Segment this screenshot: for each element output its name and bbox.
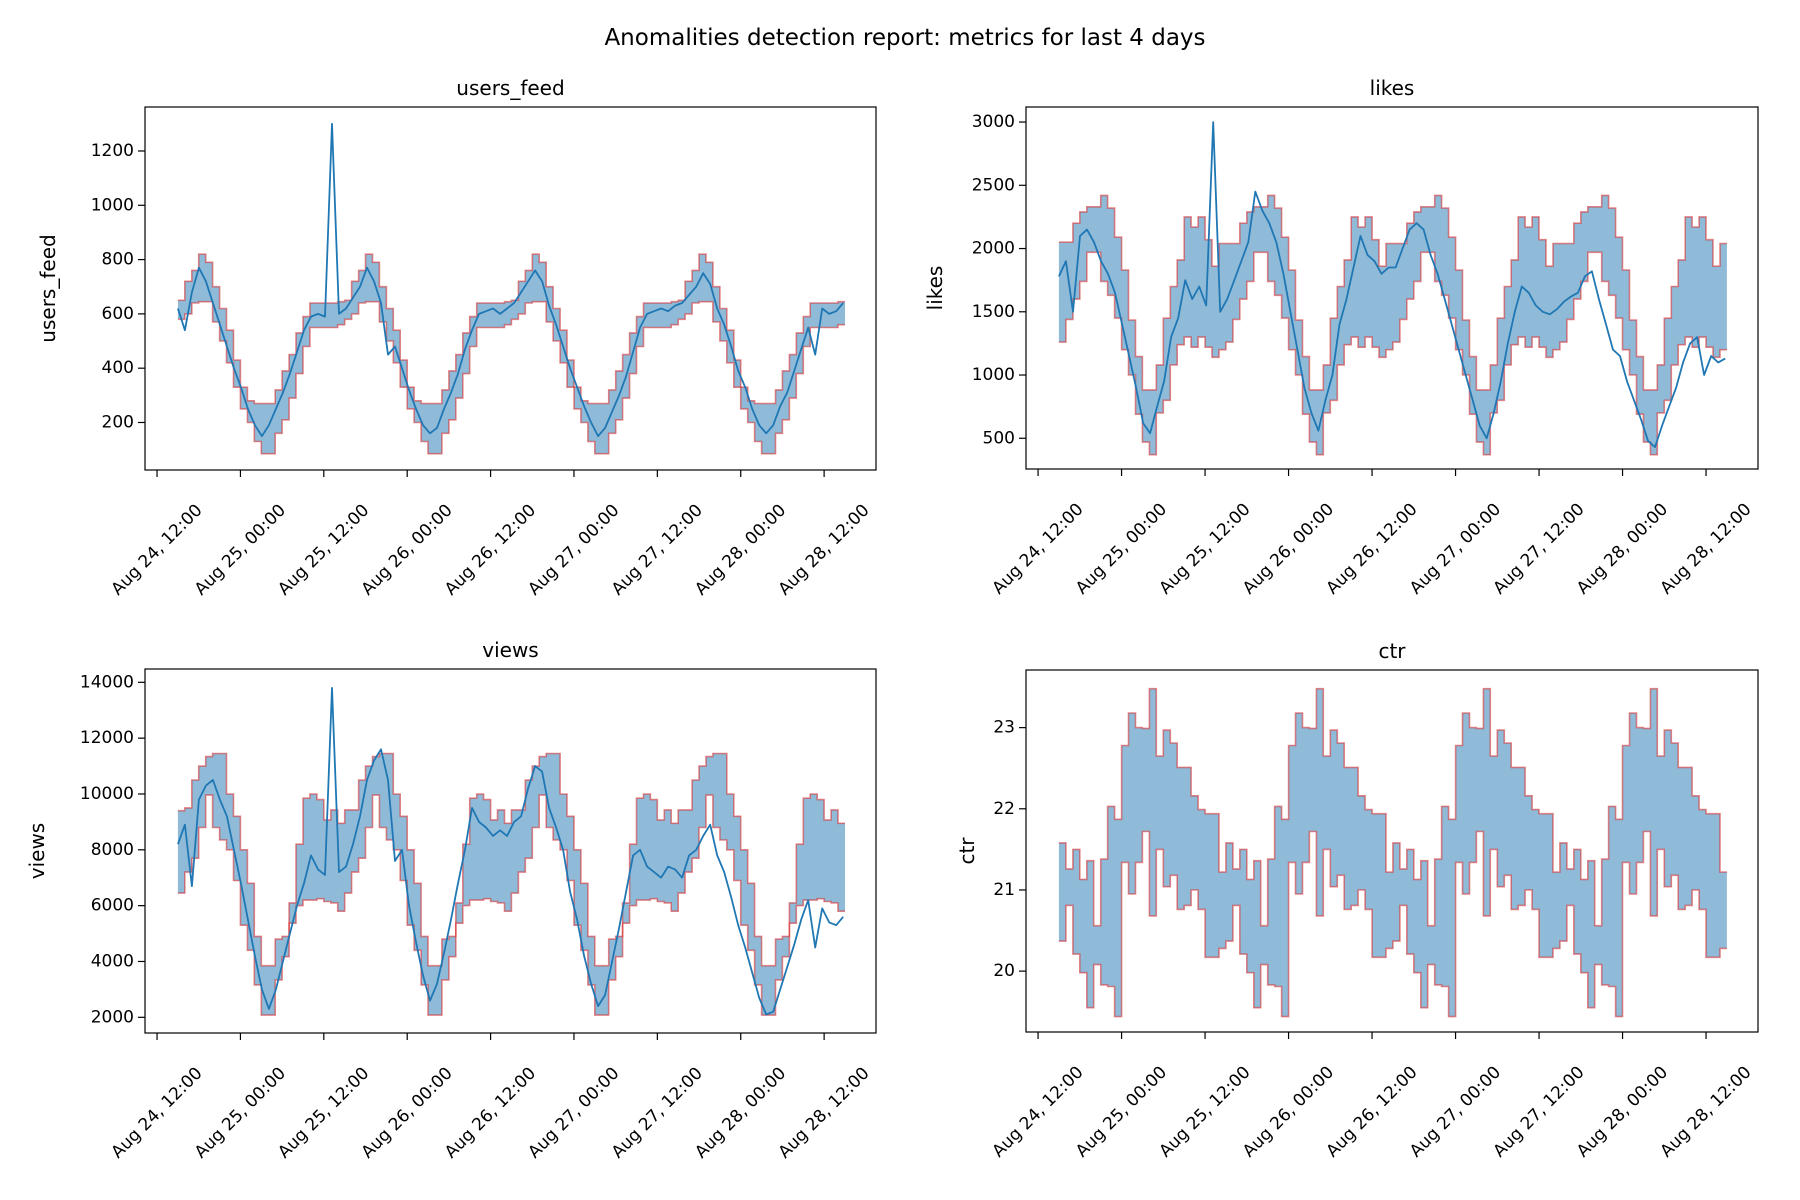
upper-bound-line — [177, 253, 845, 405]
y-tick-label: 6000 — [91, 896, 134, 916]
y-tick-label: 3000 — [972, 112, 1015, 132]
y-tick-label: 1000 — [972, 365, 1015, 385]
y-tick-label: 200 — [102, 412, 134, 432]
y-tick-label: 21 — [993, 880, 1015, 900]
metric-value-line — [1058, 121, 1726, 448]
lower-bound-line — [177, 300, 845, 455]
lower-bound-line — [1058, 251, 1727, 456]
plot-area — [1058, 121, 1727, 456]
axes-frame — [144, 668, 877, 1034]
y-axis-label: ctr — [955, 837, 979, 865]
y-tick-label: 400 — [102, 358, 134, 378]
axes-frame — [1025, 669, 1759, 1033]
y-tick-label: 14000 — [80, 672, 134, 692]
upper-bound-line — [1058, 194, 1727, 391]
axes-frame — [144, 106, 877, 471]
y-tick-label: 23 — [993, 718, 1015, 738]
y-tick-label: 600 — [102, 304, 134, 324]
subplot-title: users_feed — [456, 76, 564, 100]
y-tick-label: 800 — [102, 250, 134, 270]
metric-value-line — [177, 122, 844, 437]
upper-bound-line — [1058, 687, 1727, 927]
plot-area — [1058, 687, 1727, 1018]
figure-title: Anomalities detection report: metrics fo… — [604, 25, 1205, 51]
plot-area — [177, 122, 845, 455]
y-axis-label: users_feed — [36, 234, 60, 342]
y-tick-label: 1000 — [91, 195, 134, 215]
y-tick-label: 1500 — [972, 302, 1015, 322]
lower-bound-line — [1058, 830, 1727, 1018]
y-tick-label: 22 — [993, 799, 1015, 819]
axes-frame — [1025, 106, 1759, 470]
y-tick-label: 12000 — [80, 728, 134, 748]
subplot-title: views — [482, 638, 538, 662]
y-tick-label: 20 — [993, 961, 1015, 981]
y-axis-label: likes — [923, 266, 947, 311]
subplot-title: ctr — [1378, 639, 1406, 663]
subplot-title: likes — [1370, 76, 1415, 100]
y-tick-label: 4000 — [91, 951, 134, 971]
metric-value-line — [177, 687, 844, 1016]
y-axis-label: views — [25, 823, 49, 879]
confidence-band — [1058, 195, 1727, 455]
y-tick-label: 2000 — [972, 239, 1015, 259]
upper-bound-line — [177, 752, 845, 967]
plot-area — [177, 687, 845, 1016]
y-tick-label: 1200 — [91, 141, 134, 161]
y-tick-label: 10000 — [80, 784, 134, 804]
y-tick-label: 500 — [983, 428, 1015, 448]
y-tick-label: 8000 — [91, 840, 134, 860]
y-tick-label: 2500 — [972, 175, 1015, 195]
y-tick-label: 2000 — [91, 1007, 134, 1027]
